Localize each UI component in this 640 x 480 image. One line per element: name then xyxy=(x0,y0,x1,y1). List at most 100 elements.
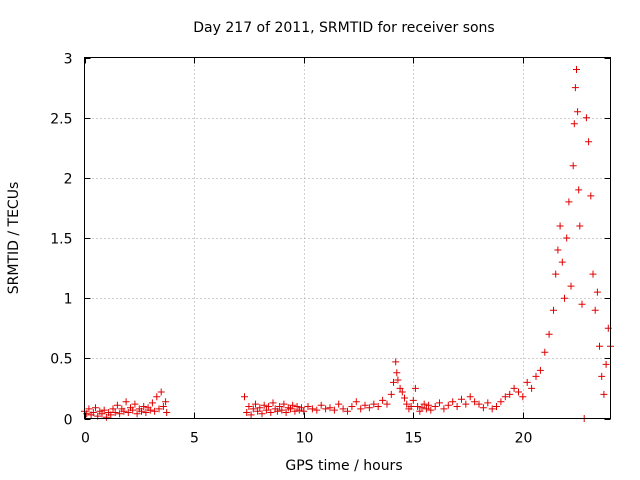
data-point xyxy=(575,186,583,194)
plot-frame xyxy=(84,57,611,419)
data-point xyxy=(326,404,334,412)
data-point xyxy=(425,401,433,409)
data-point xyxy=(140,403,148,410)
data-point xyxy=(420,400,428,408)
data-point xyxy=(576,222,584,230)
data-point xyxy=(92,404,99,412)
y-tick-label: 0.5 xyxy=(50,352,72,368)
data-point xyxy=(493,403,500,410)
data-point xyxy=(120,407,128,415)
data-point xyxy=(414,403,422,410)
data-point xyxy=(488,405,496,413)
data-point xyxy=(398,388,406,396)
data-point xyxy=(245,403,253,410)
data-point xyxy=(556,222,564,230)
data-point xyxy=(523,378,531,386)
data-point xyxy=(436,399,443,407)
data-point xyxy=(578,300,586,308)
data-point xyxy=(262,406,270,414)
data-point xyxy=(146,406,154,414)
data-point xyxy=(291,407,299,415)
data-point xyxy=(593,288,601,296)
data-point xyxy=(252,400,259,408)
data-point xyxy=(258,410,266,418)
data-point xyxy=(241,393,248,401)
data-point xyxy=(155,405,163,413)
data-point xyxy=(300,407,308,415)
data-point xyxy=(532,372,540,380)
data-point xyxy=(298,404,305,412)
data-point xyxy=(587,192,595,200)
data-point xyxy=(107,411,115,419)
data-point xyxy=(401,394,408,402)
data-point xyxy=(422,405,430,413)
y-tick-label: 2 xyxy=(64,172,73,188)
data-point xyxy=(440,405,448,413)
data-point xyxy=(162,398,170,406)
y-tick-label: 0 xyxy=(64,413,73,429)
data-point xyxy=(344,407,351,415)
y-tick-label: 2.5 xyxy=(50,112,72,128)
data-point xyxy=(304,403,312,410)
data-point xyxy=(409,396,417,404)
data-point xyxy=(574,108,582,116)
data-point xyxy=(383,400,391,408)
data-point xyxy=(565,198,573,206)
data-point xyxy=(289,401,297,409)
data-point xyxy=(138,407,145,415)
data-point xyxy=(370,400,378,408)
axis-ticks: 0 5 10 15 20 0 0.5 1 1.5 2 2.5 3 xyxy=(50,52,611,447)
data-point xyxy=(585,138,593,146)
data-point xyxy=(365,404,373,412)
data-point xyxy=(554,246,562,254)
data-point xyxy=(113,401,121,409)
data-point xyxy=(541,348,549,356)
data-point xyxy=(122,398,130,406)
data-point xyxy=(276,403,284,410)
x-tick-label: 5 xyxy=(190,431,199,447)
data-point xyxy=(545,330,553,338)
data-point xyxy=(256,404,264,412)
data-point xyxy=(484,399,492,407)
data-point xyxy=(569,162,577,170)
data-point xyxy=(254,407,262,415)
data-point xyxy=(293,403,301,410)
data-point xyxy=(153,393,161,401)
data-point xyxy=(265,403,273,410)
data-point xyxy=(407,403,415,410)
data-point xyxy=(269,399,277,407)
data-point xyxy=(129,406,137,414)
data-point xyxy=(519,393,527,401)
data-point xyxy=(267,409,275,416)
data-point xyxy=(151,407,159,415)
y-tick-label: 3 xyxy=(64,52,73,68)
data-point xyxy=(159,403,167,410)
data-point xyxy=(148,399,156,407)
data-point xyxy=(479,404,487,412)
data-point xyxy=(591,306,599,314)
data-point xyxy=(573,66,580,73)
data-point xyxy=(510,384,518,392)
data-point xyxy=(339,405,347,413)
data-point xyxy=(109,405,117,413)
data-point xyxy=(330,406,338,414)
data-point xyxy=(116,410,124,418)
data-point xyxy=(273,407,281,415)
data-point xyxy=(466,393,474,401)
data-point xyxy=(278,406,286,414)
data-point xyxy=(598,372,606,380)
data-points xyxy=(81,66,614,422)
y-tick-label: 1.5 xyxy=(50,232,72,248)
data-point xyxy=(243,409,251,416)
data-point xyxy=(471,398,479,406)
y-tick-label: 1 xyxy=(64,292,73,308)
data-point xyxy=(357,405,365,413)
data-point xyxy=(475,400,483,408)
data-point xyxy=(379,396,387,404)
data-point xyxy=(552,270,560,278)
data-point xyxy=(100,406,108,414)
data-point xyxy=(497,398,505,406)
data-point xyxy=(567,282,575,290)
data-point xyxy=(589,270,597,278)
